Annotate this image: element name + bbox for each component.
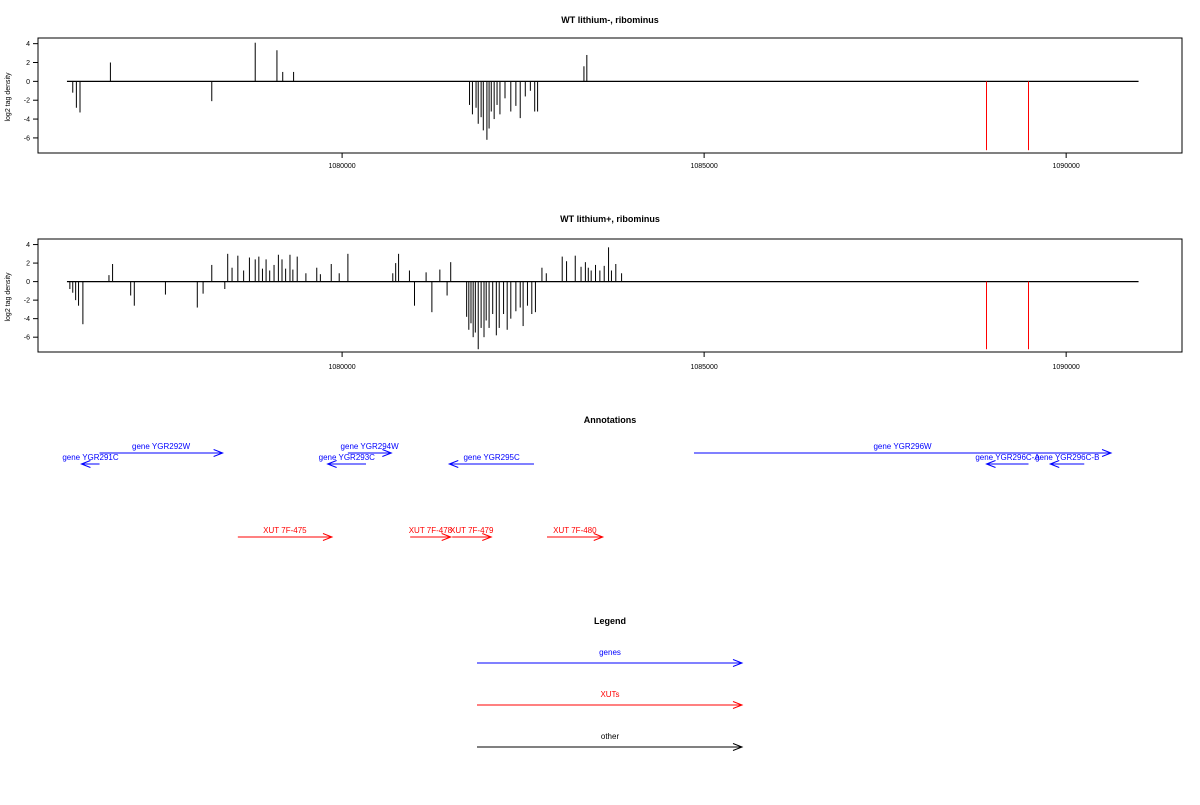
xut-arrow: XUT 7F-480 [547,526,605,541]
gene-label: gene YGR291C [62,453,119,462]
x-tick-label: 1085000 [690,364,717,371]
gene-arrow: gene YGR296W [693,442,1113,457]
gene-arrow: gene YGR292W [99,442,225,457]
panel-title: WT lithium+, ribominus [560,214,660,224]
arrow-head [80,460,91,468]
legend-label: genes [599,648,621,657]
legend-label: XUTs [600,690,619,699]
x-tick-label: 1090000 [1053,364,1080,371]
arrow-head [326,460,337,468]
gene-arrow: gene YGR296C-B [1035,453,1099,468]
arrow-head [732,701,744,709]
legend-label: other [601,732,620,741]
gene-features: gene YGR291C gene YGR292W gene YGR293C gene… [62,442,1113,468]
data-bars [66,247,1139,350]
xut-arrow: XUT 7F-478 [409,526,453,541]
arrow-head [322,533,334,541]
gene-label: gene YGR292W [132,442,191,451]
y-tick-label: 2 [26,261,30,268]
xut-label: XUT 7F-478 [409,526,453,535]
arrow-head [1048,460,1060,468]
xut-label: XUT 7F-479 [450,526,494,535]
x-axis: 1080000 1085000 1090000 [328,153,1080,170]
x-axis: 1080000 1085000 1090000 [328,352,1080,371]
arrow-head [732,659,744,667]
y-tick-label: 0 [26,79,30,86]
y-tick-label: -2 [24,98,30,105]
xut-label: XUT 7F-480 [553,526,597,535]
y-axis: -6 -4 -2 0 2 4 [24,242,39,342]
arrow-head [213,449,225,457]
arrow-head [732,743,744,751]
plot-frame [37,37,1183,154]
y-tick-label: -6 [24,135,30,142]
track-panel-lithium-minus: WT lithium-, ribominus log2 tag density … [5,15,1183,170]
track-panel-lithium-plus: WT lithium+, ribominus log2 tag density … [5,214,1183,371]
y-tick-label: -4 [24,316,30,323]
y-axis-label: log2 tag density [5,272,12,322]
y-axis-label: log2 tag density [5,72,12,122]
arrow-head [382,449,393,457]
gene-label: gene YGR296C-B [1035,453,1099,462]
y-tick-label: -2 [24,298,30,305]
gene-arrow: gene YGR293C [319,453,376,468]
gene-arrow: gene YGR294W [341,442,400,457]
legend-items: genes XUTs other [477,648,744,751]
legend-panel: Legend genes XUTs other [477,616,744,751]
arrow-head [593,533,605,541]
legend-title: Legend [594,616,626,626]
y-tick-label: 0 [26,279,30,286]
xut-arrow: XUT 7F-479 [450,526,494,541]
legend-item: XUTs [477,690,744,709]
panel-title: WT lithium-, ribominus [561,15,659,25]
y-tick-label: 2 [26,60,30,67]
y-tick-label: -6 [24,335,30,342]
gene-label: gene YGR294W [341,442,400,451]
x-tick-label: 1085000 [690,163,717,170]
gene-arrow: gene YGR295C [447,453,534,468]
gene-label: gene YGR296C-A [975,453,1040,462]
y-tick-label: 4 [26,242,30,249]
gene-arrow: gene YGR296C-A [975,453,1040,468]
gene-label: gene YGR295C [463,453,520,462]
x-tick-label: 1090000 [1053,163,1080,170]
annotations-title: Annotations [584,415,637,425]
plot-frame [37,238,1183,353]
x-tick-label: 1080000 [328,364,355,371]
gene-label: gene YGR293C [319,453,376,462]
data-bars [66,42,1139,151]
gene-label: gene YGR296W [873,442,932,451]
x-tick-label: 1080000 [328,163,355,170]
arrow-head [985,460,996,468]
y-tick-label: -4 [24,117,30,124]
gene-arrow: gene YGR291C [62,453,119,468]
arrow-head [447,460,459,468]
legend-item: genes [477,648,744,667]
arrow-head [482,533,493,541]
xut-arrow: XUT 7F-475 [237,526,334,541]
y-tick-label: 4 [26,41,30,48]
legend-item: other [477,732,744,751]
arrow-head [1101,449,1113,457]
y-axis: -6 -4 -2 0 2 4 [24,41,39,142]
xut-label: XUT 7F-475 [263,526,307,535]
arrow-head [441,533,453,541]
